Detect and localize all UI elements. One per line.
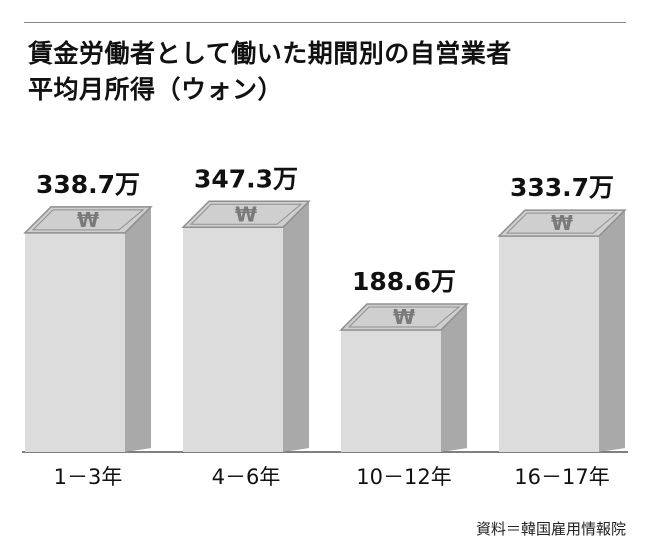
data-label: 347.3万: [194, 164, 298, 193]
banknote-border: [189, 203, 303, 225]
won-banknote-icon: [497, 209, 627, 237]
banknote-border: [347, 306, 461, 328]
chart-title-line-2: 平均月所得（ウォン）: [28, 75, 284, 104]
x-tick-label: 4－6年: [212, 465, 281, 489]
won-banknote-icon: [339, 303, 469, 331]
banknote-border: [31, 209, 145, 231]
chart-title-line-1: 賃金労働者として働いた期間別の自営業者: [28, 39, 512, 68]
bar-side-face: [125, 206, 151, 452]
won-symbol-icon: ₩: [235, 202, 257, 226]
won-banknote-icon: [23, 206, 153, 234]
source-note: 資料＝韓国雇用情報院: [475, 520, 626, 538]
bar-front-face: [25, 232, 125, 452]
bar-side-face: [441, 303, 467, 452]
won-symbol-icon: ₩: [551, 211, 573, 235]
bar-3: ₩188.6万 10－12年: [339, 267, 469, 489]
data-label: 188.6万: [352, 267, 456, 296]
bar-front-face: [499, 236, 599, 452]
won-symbol-icon: ₩: [393, 305, 415, 329]
won-symbol-icon: ₩: [77, 208, 99, 232]
x-tick-label: 1－3年: [54, 465, 123, 489]
banknote-border: [505, 212, 619, 234]
title-rule: [24, 22, 626, 23]
bar-4: ₩333.7万 16－17年: [497, 173, 627, 489]
bar-side-face: [599, 210, 625, 452]
data-label: 338.7万: [36, 170, 140, 199]
bar-1: ₩338.7万 1－3年: [23, 170, 153, 489]
data-label: 333.7万: [510, 173, 614, 202]
chart-title: 賃金労働者として働いた期間別の自営業者 平均月所得（ウォン）: [28, 36, 628, 108]
won-banknote-icon: [181, 200, 311, 229]
bar-2: ₩347.3万 4－6年: [181, 164, 311, 489]
bar-side-face: [283, 201, 309, 452]
bar-front-face: [341, 329, 441, 452]
bar-front-face: [183, 227, 283, 452]
x-tick-label: 16－17年: [514, 465, 609, 489]
x-tick-label: 10－12年: [356, 465, 451, 489]
